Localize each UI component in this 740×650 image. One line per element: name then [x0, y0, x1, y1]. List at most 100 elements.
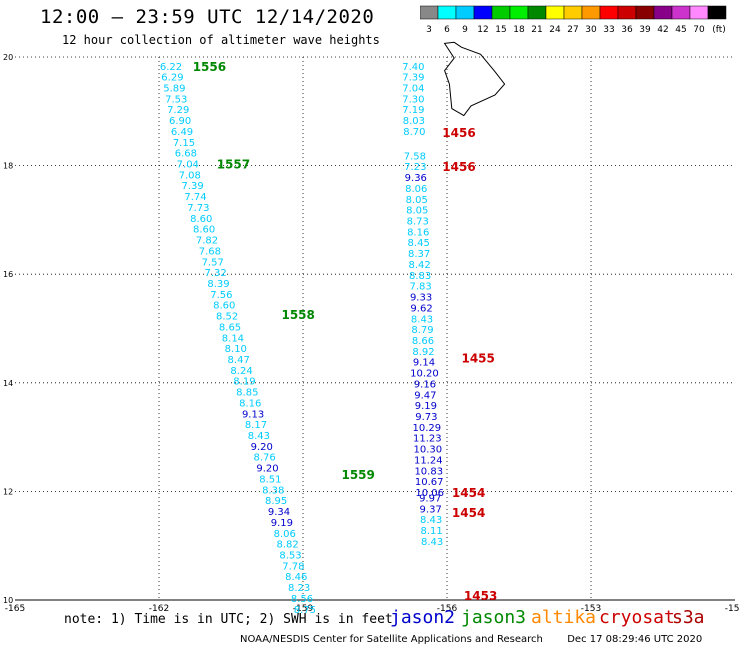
swh-value: 7.83 [409, 282, 431, 293]
swh-value: 10.06 [415, 488, 444, 499]
footer-time: Dec 17 08:29:46 UTC 2020 [567, 634, 703, 645]
swh-value: 6.29 [161, 73, 183, 84]
swh-value: 9.97 [419, 493, 441, 504]
swh-value: 8.06 [405, 184, 427, 195]
legend-label: 27 [567, 25, 578, 34]
y-tick-label: 12 [3, 487, 13, 496]
swh-value: 8.60 [190, 214, 212, 225]
legend-label: 9 [462, 25, 468, 34]
footer-source: NOAA/NESDIS Center for Satellite Applica… [240, 634, 543, 645]
swh-value: 8.14 [222, 333, 244, 344]
swh-value: 8.52 [216, 312, 238, 323]
swh-value: 8.05 [406, 206, 428, 217]
track-label: 1556 [193, 60, 226, 74]
swh-value: 8.47 [228, 355, 250, 366]
x-tick-label: -153 [581, 604, 601, 614]
swh-value: 10.83 [414, 466, 443, 477]
footer: NOAA/NESDIS Center for Satellite Applica… [240, 634, 702, 645]
swh-value: 7.23 [404, 162, 426, 173]
legend-label: 12 [477, 25, 488, 34]
track-label: 1559 [341, 468, 374, 482]
y-tick-label: 16 [3, 270, 13, 279]
x-tick-label: -165 [5, 604, 25, 614]
legend-label: 42 [657, 25, 668, 34]
swh-value: 8.05 [406, 195, 428, 206]
swh-value: 7.39 [181, 181, 203, 192]
x-tick-label: -150 [725, 604, 740, 614]
page-subtitle: 12 hour collection of altimeter wave hei… [62, 33, 380, 47]
swh-value: 7.32 [205, 268, 227, 279]
swh-value: 8.56 [291, 594, 313, 605]
swh-value: 8.17 [245, 420, 267, 431]
swh-value: 8.03 [403, 116, 425, 127]
swh-value: 7.82 [196, 236, 218, 247]
swh-value: 7.29 [167, 105, 189, 116]
swh-value: 8.73 [407, 217, 429, 228]
legend-label: 6 [444, 25, 450, 34]
swh-value: 10.20 [410, 369, 439, 380]
legend-label: 45 [675, 25, 686, 34]
swh-value: 8.24 [230, 366, 252, 377]
swh-value: 11.23 [413, 434, 442, 445]
y-tick-label: 20 [3, 53, 13, 62]
track-label: 1454 [452, 506, 485, 520]
swh-value: 9.62 [410, 303, 432, 314]
satellite-label-altika: altika [531, 607, 597, 628]
swh-value: 6.68 [175, 149, 197, 160]
swh-value: 8.43 [420, 515, 442, 526]
swh-value: 7.30 [402, 94, 424, 105]
legend-swatch [707, 5, 727, 20]
legend-label: 39 [639, 25, 651, 34]
swh-value: 8.39 [207, 279, 229, 290]
swh-value: 8.92 [412, 347, 434, 358]
track-label: 1557 [217, 158, 250, 172]
swh-value: 6.90 [169, 116, 191, 127]
swh-value: 9.33 [410, 293, 432, 304]
legend-label: (ft) [712, 25, 726, 34]
legend-label: 24 [549, 25, 561, 34]
swh-value: 7.08 [179, 170, 201, 181]
swh-value: 8.65 [219, 322, 241, 333]
island-outline [443, 41, 506, 117]
legend-label: 18 [513, 25, 525, 34]
satellite-label-jason2: jason2 [390, 607, 456, 628]
swh-value: 6.49 [171, 127, 193, 138]
page-title: 12:00 – 23:59 UTC 12/14/2020 [40, 6, 375, 28]
legend-label: 3 [426, 25, 432, 34]
legend-label: 21 [531, 25, 542, 34]
swh-value: 7.04 [177, 160, 199, 171]
swh-value: 8.38 [262, 485, 284, 496]
swh-value: 7.74 [184, 192, 206, 203]
track-label: 1558 [281, 308, 314, 322]
swh-value: 7.15 [173, 138, 195, 149]
swh-value: 7.39 [402, 73, 424, 84]
swh-value: 9.19 [271, 518, 293, 529]
swh-value: 7.04 [402, 83, 424, 94]
swh-value: 8.53 [279, 550, 301, 561]
legend-label: 30 [585, 25, 597, 34]
track-label: 1454 [452, 486, 485, 500]
swh-value: 8.16 [239, 398, 261, 409]
track-label: 1453 [464, 589, 497, 603]
swh-value: 9.37 [420, 504, 442, 515]
swh-value: 8.45 [408, 238, 430, 249]
swh-value: 8.60 [193, 225, 215, 236]
note-text: note: 1) Time is in UTC; 2) SWH is in fe… [64, 612, 393, 627]
swh-value: 7.56 [210, 290, 232, 301]
swh-value: 6.22 [160, 62, 182, 73]
swh-value: 8.95 [265, 496, 287, 507]
swh-value: 7.78 [282, 561, 304, 572]
swh-value: 8.19 [233, 377, 255, 388]
track-label: 1456 [442, 126, 475, 140]
swh-value: 7.19 [402, 105, 424, 116]
swh-value: 8.42 [409, 260, 431, 271]
swh-value: 10.29 [413, 423, 442, 434]
x-tick-label: -156 [437, 604, 458, 614]
swh-value: 11.24 [414, 455, 443, 466]
swh-value: 9.34 [268, 507, 290, 518]
legend-label: 15 [495, 25, 506, 34]
swh-value: 8.23 [288, 583, 310, 594]
swh-value: 8.60 [213, 301, 235, 312]
swh-value: 8.43 [411, 314, 433, 325]
